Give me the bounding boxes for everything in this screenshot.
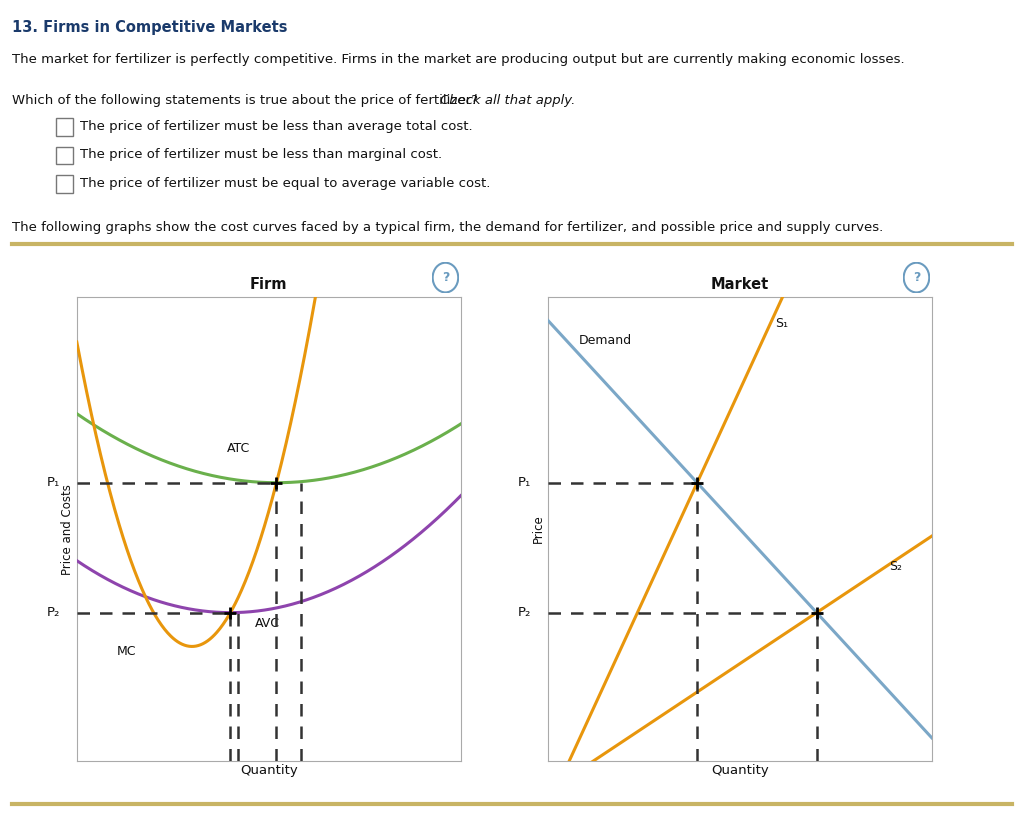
Title: Market: Market	[711, 277, 769, 291]
Text: P₂: P₂	[518, 606, 531, 619]
Text: S₁: S₁	[775, 317, 788, 330]
Text: P₁: P₁	[47, 476, 60, 489]
Circle shape	[904, 263, 929, 292]
Text: ?: ?	[441, 271, 450, 284]
Text: Which of the following statements is true about the price of fertilizer?: Which of the following statements is tru…	[12, 94, 482, 107]
Text: Check all that apply.: Check all that apply.	[440, 94, 575, 107]
Y-axis label: Price and Costs: Price and Costs	[61, 484, 74, 575]
Text: The price of fertilizer must be less than average total cost.: The price of fertilizer must be less tha…	[80, 120, 472, 133]
Text: The following graphs show the cost curves faced by a typical firm, the demand fo: The following graphs show the cost curve…	[12, 221, 884, 234]
Text: S₂: S₂	[890, 560, 902, 573]
Y-axis label: Price: Price	[532, 514, 545, 544]
Text: ATC: ATC	[226, 442, 250, 455]
Text: Demand: Demand	[579, 335, 632, 348]
Text: The price of fertilizer must be equal to average variable cost.: The price of fertilizer must be equal to…	[80, 177, 490, 190]
Text: ?: ?	[912, 271, 921, 284]
Circle shape	[433, 263, 458, 292]
X-axis label: Quantity: Quantity	[711, 764, 769, 777]
Text: MC: MC	[117, 645, 136, 658]
X-axis label: Quantity: Quantity	[240, 764, 298, 777]
Text: AVC: AVC	[255, 617, 281, 630]
Text: 13. Firms in Competitive Markets: 13. Firms in Competitive Markets	[12, 20, 288, 35]
Title: Firm: Firm	[250, 277, 288, 291]
Text: The market for fertilizer is perfectly competitive. Firms in the market are prod: The market for fertilizer is perfectly c…	[12, 53, 905, 66]
Text: The price of fertilizer must be less than marginal cost.: The price of fertilizer must be less tha…	[80, 148, 442, 161]
Text: P₂: P₂	[47, 606, 60, 619]
Text: P₁: P₁	[518, 476, 531, 489]
